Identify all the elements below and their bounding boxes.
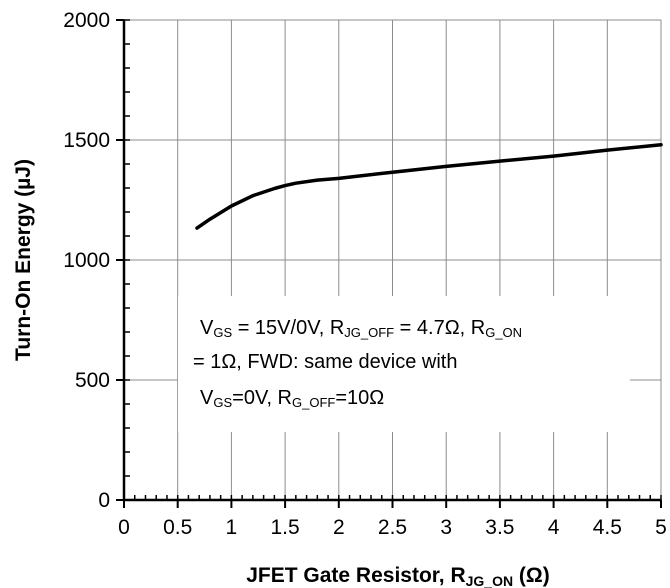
- tick-labels: 0 0.5 1 1.5 2 2.5 3 3.5 4 4.5 5 0 500 1000 1500 2000: [63, 9, 667, 539]
- x-axis-title: JFET Gate Resistor, RJG_ON (Ω): [246, 564, 550, 588]
- series-line: [195, 143, 663, 230]
- x-tick-label: 5: [655, 516, 667, 539]
- x-tick-label: 2.5: [378, 516, 407, 539]
- y-tick-label: 1000: [63, 249, 110, 272]
- y-tick-label: 500: [75, 369, 110, 392]
- x-tick-label: 0: [118, 516, 130, 539]
- x-tick-label: 2: [333, 516, 345, 539]
- y-axis-title: Turn-On Energy (µJ): [12, 159, 35, 361]
- x-tick-label: 4.5: [593, 516, 622, 539]
- x-tick-label: 0.5: [163, 516, 192, 539]
- annotation-line-3: VGS=0V, RG_OFF=10Ω: [200, 387, 384, 410]
- axes: [116, 19, 662, 508]
- y-tick-label: 0: [98, 489, 110, 512]
- x-tick-label: 3.5: [485, 516, 514, 539]
- x-tick-label: 4: [548, 516, 560, 539]
- annotation-background: [178, 296, 630, 432]
- y-tick-label: 1500: [63, 129, 110, 152]
- x-tick-label: 1.5: [270, 516, 299, 539]
- x-tick-label: 3: [440, 516, 452, 539]
- y-tick-label: 2000: [63, 9, 110, 32]
- x-tick-label: 1: [226, 516, 238, 539]
- annotation-line-2: = 1Ω, FWD: same device with: [193, 351, 457, 373]
- annotation-line-1: VGS = 15V/0V, RJG_OFF = 4.7Ω, RG_ON: [200, 317, 522, 340]
